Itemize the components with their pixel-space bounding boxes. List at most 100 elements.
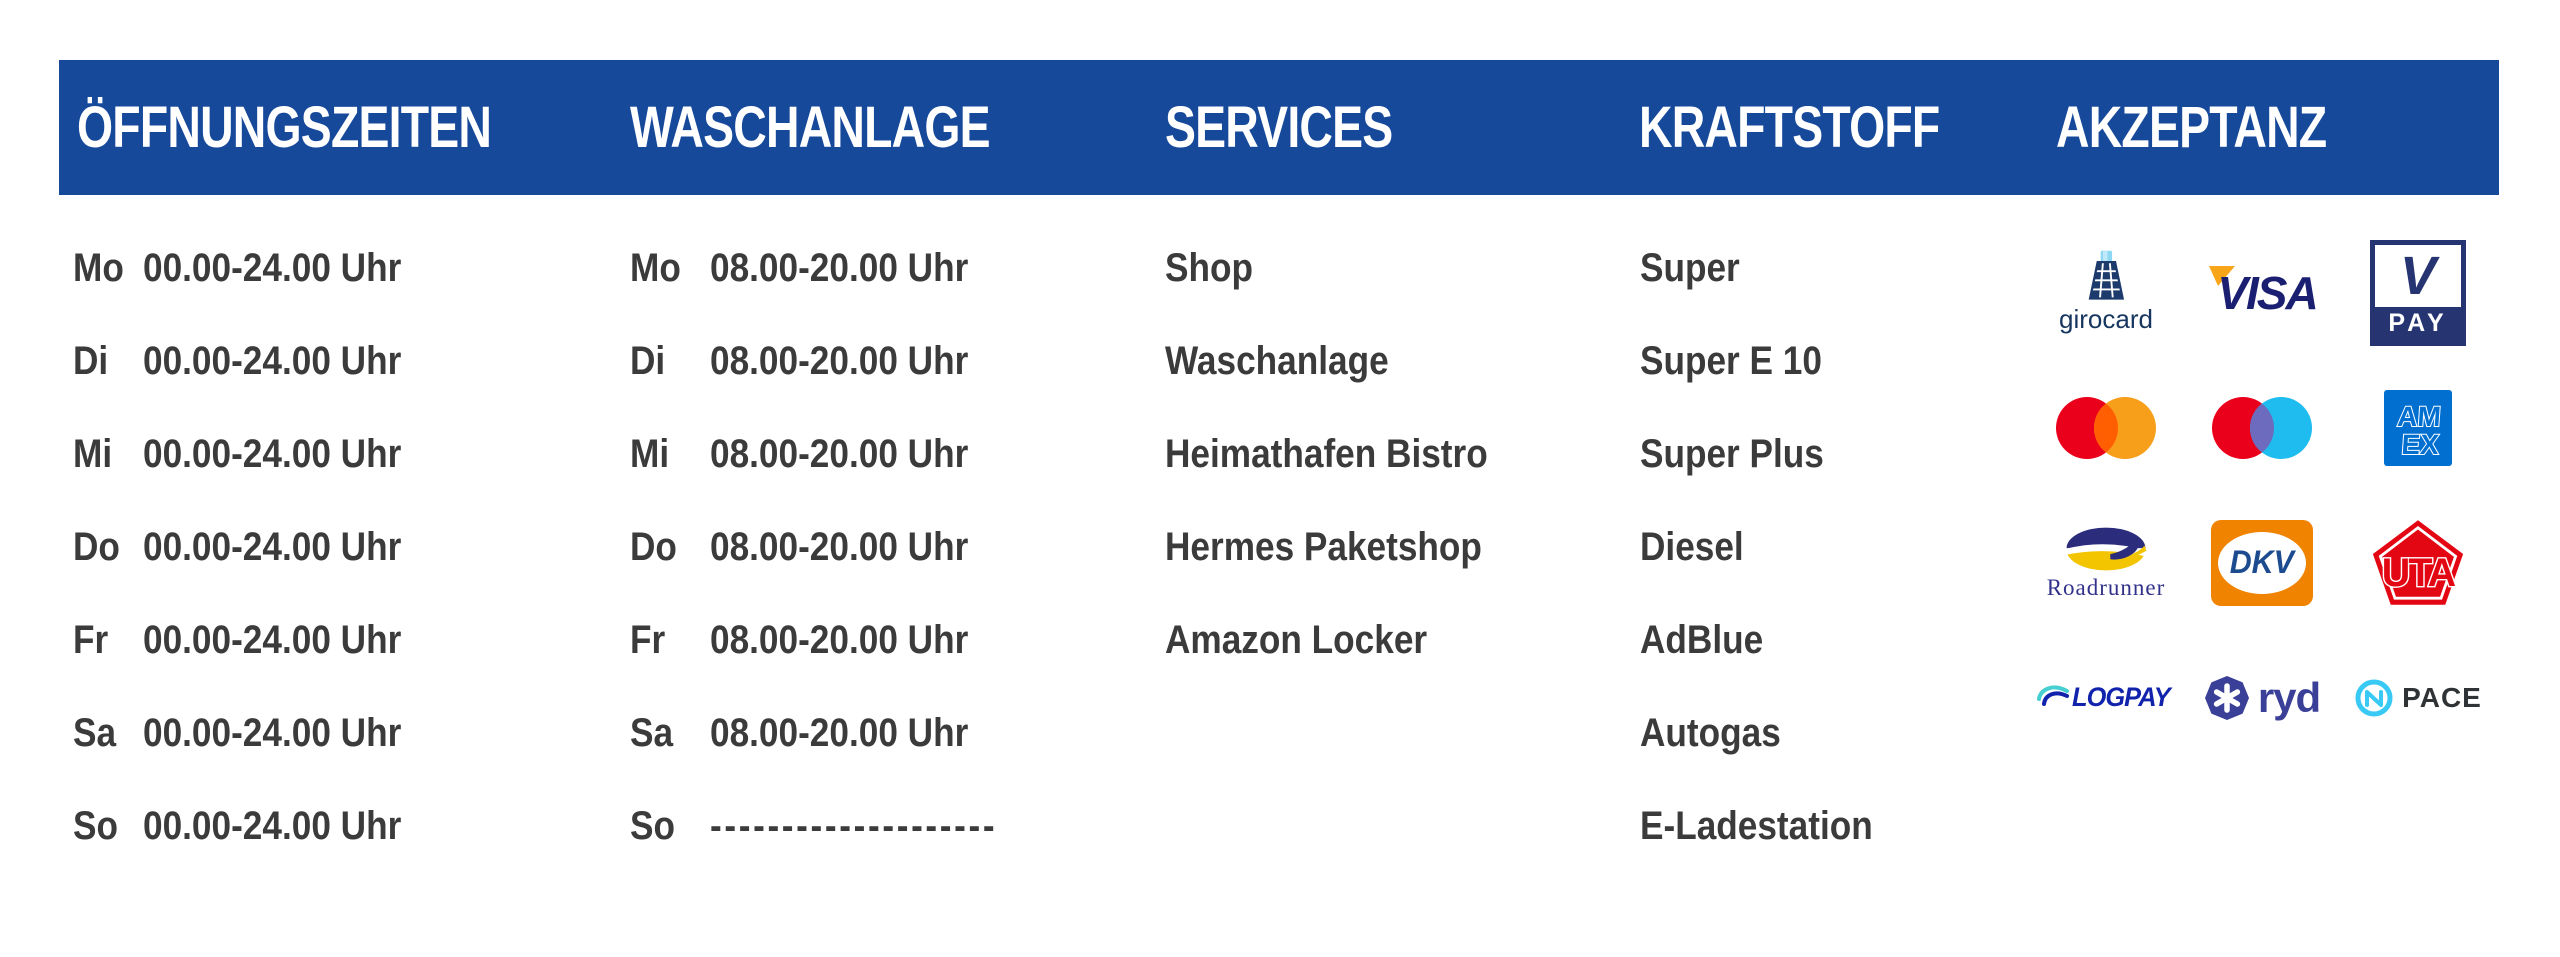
fuel-label: Diesel (1640, 525, 1744, 569)
fuel-label: Autogas (1640, 711, 1781, 755)
wash-row: Mi 08.00-20.00 Uhr (630, 408, 1150, 501)
day-label: Do (630, 525, 677, 569)
service-label: Amazon Locker (1165, 618, 1428, 662)
logpay-swoosh-icon (2036, 685, 2069, 706)
day-label: Sa (73, 711, 117, 755)
hours-row: Fr 00.00-24.00 Uhr (73, 594, 613, 687)
amex-line1: AM (2396, 401, 2442, 432)
service-label: Waschanlage (1165, 339, 1389, 383)
day-label: Sa (630, 711, 674, 755)
uta-label: UTA (2382, 551, 2456, 595)
time-value: 00.00-24.00 Uhr (143, 246, 402, 290)
time-value: 08.00-20.00 Uhr (710, 246, 969, 290)
dkv-logo: DKV (2184, 495, 2340, 630)
time-value: 08.00-20.00 Uhr (710, 339, 969, 383)
day-label: Mo (630, 246, 681, 290)
fuel-label: Super (1640, 246, 1740, 290)
time-value: 00.00-24.00 Uhr (143, 339, 402, 383)
uta-pentagon-icon: UTA (2372, 520, 2464, 605)
visa-label: VISA (2217, 266, 2318, 319)
vpay-pay-label: PAY (2388, 309, 2448, 337)
day-label: Mo (73, 246, 124, 290)
day-label: Mi (630, 432, 670, 476)
day-label: So (630, 804, 675, 848)
pace-logo: PACE (2340, 630, 2496, 765)
uta-logo: UTA (2340, 495, 2496, 630)
fuel-column: Super Super E 10 Super Plus Diesel AdBlu… (1640, 222, 2020, 873)
fuel-item: Super (1640, 222, 2020, 315)
wash-row: Di 08.00-20.00 Uhr (630, 315, 1150, 408)
column-header-services: SERVICES (1165, 95, 1393, 160)
header-bar: ÖFFNUNGSZEITEN WASCHANLAGE SERVICES KRAF… (59, 60, 2499, 195)
day-label: Di (630, 339, 666, 383)
fuel-item: Super E 10 (1640, 315, 2020, 408)
service-item: Waschanlage (1165, 315, 1625, 408)
logpay-label: LOGPAY (2071, 682, 2171, 712)
time-value: 08.00-20.00 Uhr (710, 432, 969, 476)
hours-row: So 00.00-24.00 Uhr (73, 780, 613, 873)
service-label: Shop (1165, 246, 1253, 290)
fuel-label: AdBlue (1640, 618, 1764, 662)
time-value: 08.00-20.00 Uhr (710, 618, 969, 662)
amex-line2: EX (2400, 429, 2440, 460)
roadrunner-emblem-icon (2064, 527, 2148, 570)
mastercard-circles-icon (2056, 396, 2156, 459)
wash-row: Fr 08.00-20.00 Uhr (630, 594, 1150, 687)
fuel-label: Super Plus (1640, 432, 1824, 476)
opening-hours-column: Mo 00.00-24.00 Uhr Di 00.00-24.00 Uhr Mi 00… (73, 222, 613, 873)
roadrunner-label: Roadrunner (2046, 574, 2166, 600)
fuel-label: Super E 10 (1640, 339, 1822, 383)
fuel-item: Autogas (1640, 687, 2020, 780)
service-label: Heimathafen Bistro (1165, 432, 1488, 476)
day-label: Mi (73, 432, 113, 476)
ryd-octagon-icon (2204, 675, 2249, 720)
time-value: 08.00-20.00 Uhr (710, 711, 969, 755)
payment-acceptance-grid: girocard VISA V PAY (2028, 225, 2496, 765)
column-header-kraftstoff: KRAFTSTOFF (1639, 95, 1940, 160)
service-item: Heimathafen Bistro (1165, 408, 1625, 501)
services-column: Shop Waschanlage Heimathafen Bistro Herm… (1165, 222, 1625, 687)
day-label: Do (73, 525, 120, 569)
girocard-label: girocard (2059, 304, 2153, 334)
fuel-item: E-Ladestation (1640, 780, 2020, 873)
girocard-logo: girocard (2028, 225, 2184, 360)
service-item: Hermes Paketshop (1165, 501, 1625, 594)
maestro-logo (2184, 360, 2340, 495)
wash-row: Mo 08.00-20.00 Uhr (630, 222, 1150, 315)
closed-dashes: -------------------- (710, 804, 998, 848)
day-label: Fr (73, 618, 109, 662)
ryd-label: ryd (2257, 673, 2321, 721)
day-label: Di (73, 339, 109, 383)
car-wash-column: Mo 08.00-20.00 Uhr Di 08.00-20.00 Uhr Mi 08… (630, 222, 1150, 873)
vpay-logo: V PAY (2340, 225, 2496, 360)
visa-wing-icon (2209, 265, 2236, 286)
time-value: 00.00-24.00 Uhr (143, 711, 402, 755)
day-label: Fr (630, 618, 666, 662)
time-value: 08.00-20.00 Uhr (710, 525, 969, 569)
visa-logo: VISA (2184, 225, 2340, 360)
hours-row: Do 00.00-24.00 Uhr (73, 501, 613, 594)
pace-label: PACE (2402, 681, 2482, 713)
roadrunner-logo: Roadrunner (2028, 495, 2184, 630)
fuel-item: Diesel (1640, 501, 2020, 594)
hours-row: Mo 00.00-24.00 Uhr (73, 222, 613, 315)
vpay-v-letter: V (2399, 245, 2437, 306)
ryd-logo: ryd (2184, 630, 2340, 765)
time-value: 00.00-24.00 Uhr (143, 804, 402, 848)
fuel-item: Super Plus (1640, 408, 2020, 501)
time-value: 00.00-24.00 Uhr (143, 618, 402, 662)
time-value: 00.00-24.00 Uhr (143, 432, 402, 476)
column-header-akzeptanz: AKZEPTANZ (2056, 95, 2327, 160)
column-header-oeffnungszeiten: ÖFFNUNGSZEITEN (77, 95, 492, 160)
hours-row: Sa 00.00-24.00 Uhr (73, 687, 613, 780)
amex-logo: AM EX (2340, 360, 2496, 495)
service-label: Hermes Paketshop (1165, 525, 1482, 569)
day-label: So (73, 804, 118, 848)
maestro-circles-icon (2212, 396, 2312, 459)
service-item: Amazon Locker (1165, 594, 1625, 687)
pace-ring-icon (2355, 679, 2393, 716)
logpay-logo: LOGPAY (2028, 630, 2184, 765)
wash-row: So -------------------- (630, 780, 1150, 873)
hours-row: Di 00.00-24.00 Uhr (73, 315, 613, 408)
fuel-label: E-Ladestation (1640, 804, 1873, 848)
